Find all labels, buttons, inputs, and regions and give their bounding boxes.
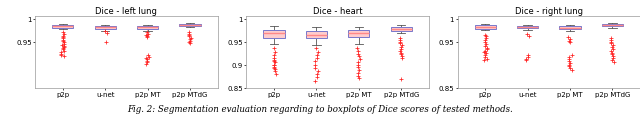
Title: Dice - right lung: Dice - right lung	[515, 7, 583, 16]
Bar	[475, 26, 496, 29]
Text: Fig. 2: Segmentation evaluation regarding to boxplots of Dice scores of tested m: Fig. 2: Segmentation evaluation regardin…	[127, 104, 513, 113]
Bar	[137, 27, 158, 30]
Bar	[602, 24, 623, 27]
Bar	[559, 27, 580, 30]
Bar	[264, 31, 285, 39]
Bar	[95, 27, 116, 30]
Bar	[517, 27, 538, 29]
Bar	[390, 28, 412, 31]
Bar	[52, 26, 74, 28]
Title: Dice - heart: Dice - heart	[313, 7, 362, 16]
Bar	[179, 24, 200, 27]
Bar	[348, 31, 369, 38]
Bar	[306, 32, 327, 39]
Title: Dice - left lung: Dice - left lung	[95, 7, 157, 16]
